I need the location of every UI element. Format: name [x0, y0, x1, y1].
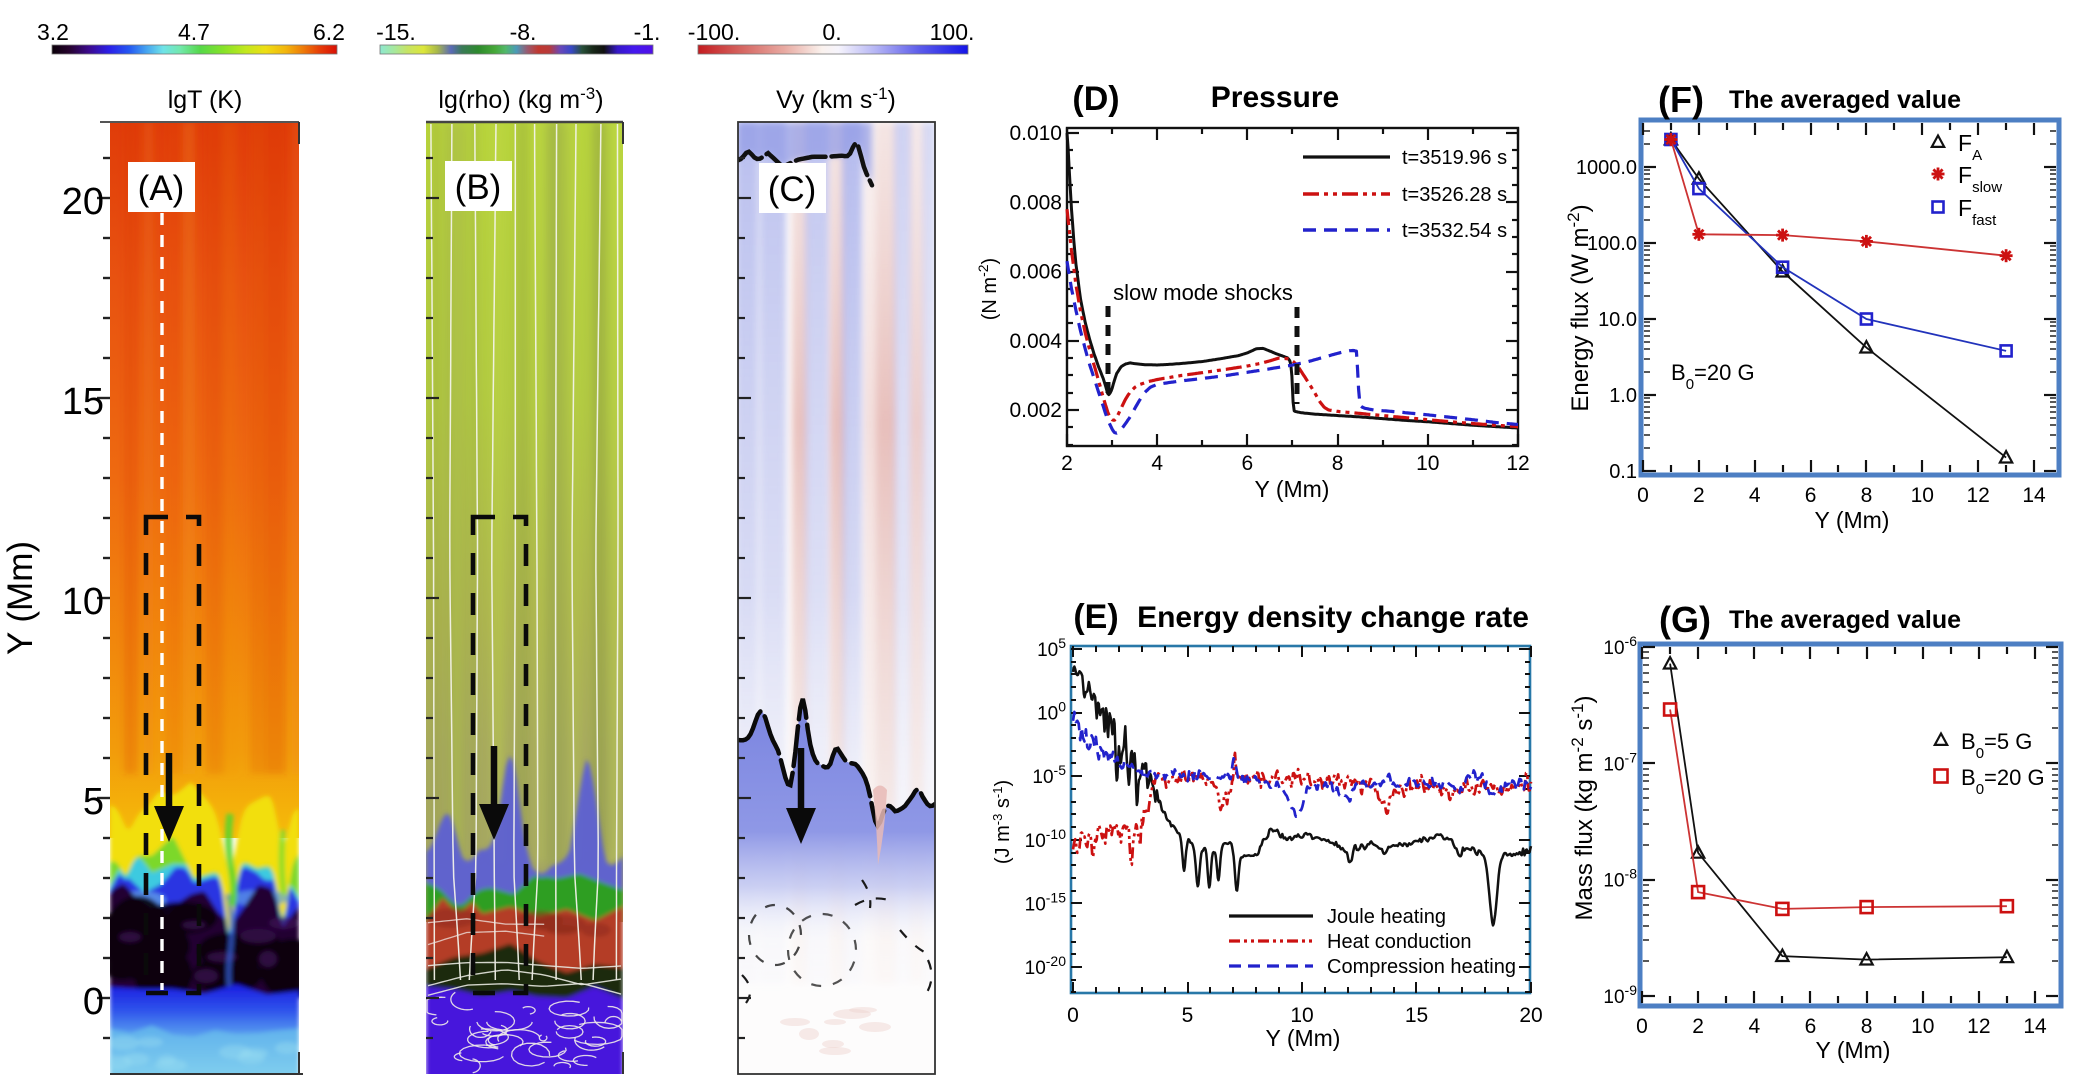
svg-text:Mass flux (kg m-2 s-1): Mass flux (kg m-2 s-1)	[1568, 696, 1599, 921]
svg-text:0.006: 0.006	[1009, 261, 1062, 284]
svg-text:6: 6	[1805, 484, 1817, 507]
svg-text:105: 105	[1037, 635, 1066, 661]
svg-text:slow mode shocks: slow mode shocks	[1113, 280, 1293, 305]
svg-text:0.008: 0.008	[1009, 191, 1062, 214]
svg-text:100.0: 100.0	[1587, 233, 1637, 255]
svg-text:8: 8	[1861, 484, 1873, 507]
svg-text:10.0: 10.0	[1598, 309, 1637, 331]
svg-text:10-5: 10-5	[1032, 762, 1066, 788]
svg-text:6: 6	[1805, 1015, 1817, 1038]
svg-text:-15.: -15.	[376, 19, 416, 45]
svg-text:(G): (G)	[1659, 599, 1711, 640]
svg-text:(E): (E)	[1073, 598, 1118, 636]
svg-text:0.: 0.	[822, 19, 841, 45]
svg-text:10-7: 10-7	[1603, 749, 1637, 775]
svg-text:0: 0	[1637, 484, 1649, 507]
svg-text:12: 12	[1506, 452, 1529, 475]
svg-text:4: 4	[1151, 452, 1163, 475]
svg-text:10: 10	[1290, 1004, 1313, 1027]
svg-text:Y (Mm): Y (Mm)	[1815, 507, 1890, 533]
svg-text:100.: 100.	[930, 19, 975, 45]
svg-text:10-9: 10-9	[1603, 982, 1637, 1008]
svg-text:Y (Mm): Y (Mm)	[1816, 1037, 1891, 1063]
svg-text:1.0: 1.0	[1609, 385, 1637, 407]
svg-text:15: 15	[1405, 1004, 1428, 1027]
svg-text:lgT (K): lgT (K)	[168, 86, 243, 114]
svg-text:2: 2	[1061, 452, 1073, 475]
svg-text:14: 14	[2022, 484, 2046, 507]
svg-text:2: 2	[1693, 484, 1705, 507]
svg-text:4.7: 4.7	[178, 19, 210, 45]
svg-text:5: 5	[1182, 1004, 1194, 1027]
svg-text:10: 10	[62, 581, 104, 623]
svg-text:-1.: -1.	[634, 19, 661, 45]
svg-text:5: 5	[83, 781, 104, 823]
svg-text:12: 12	[1967, 1015, 1990, 1038]
svg-text:(B): (B)	[455, 168, 502, 207]
svg-text:14: 14	[2023, 1015, 2047, 1038]
svg-text:-100.: -100.	[688, 19, 740, 45]
svg-text:15: 15	[62, 381, 104, 423]
svg-text:t=3526.28 s: t=3526.28 s	[1402, 184, 1507, 206]
svg-text:Compression heating: Compression heating	[1327, 956, 1516, 978]
svg-text:(C): (C)	[768, 170, 817, 209]
svg-text:10-15: 10-15	[1025, 889, 1067, 915]
svg-text:Y (Mm): Y (Mm)	[1266, 1025, 1341, 1051]
svg-text:6.2: 6.2	[313, 19, 345, 45]
svg-text:0: 0	[83, 981, 104, 1023]
svg-text:Joule heating: Joule heating	[1327, 906, 1446, 928]
svg-text:8: 8	[1332, 452, 1344, 475]
svg-text:8: 8	[1861, 1015, 1873, 1038]
svg-text:10: 10	[1416, 452, 1439, 475]
svg-text:(D): (D)	[1072, 80, 1119, 118]
svg-text:0.1: 0.1	[1609, 461, 1637, 483]
svg-text:Y (Mm): Y (Mm)	[1255, 476, 1330, 502]
svg-text:0: 0	[1636, 1015, 1648, 1038]
svg-text:10: 10	[1911, 484, 1934, 507]
svg-text:12: 12	[1966, 484, 1989, 507]
svg-text:2: 2	[1692, 1015, 1704, 1038]
svg-text:0.002: 0.002	[1009, 399, 1062, 422]
svg-text:3.2: 3.2	[37, 19, 69, 45]
svg-text:Energy density change rate: Energy density change rate	[1137, 601, 1529, 634]
svg-text:10-8: 10-8	[1603, 866, 1637, 892]
svg-text:1000.0: 1000.0	[1576, 157, 1637, 179]
svg-text:0: 0	[1067, 1004, 1079, 1027]
svg-text:0.010: 0.010	[1009, 122, 1062, 145]
svg-text:20: 20	[62, 181, 104, 223]
svg-text:4: 4	[1749, 484, 1761, 507]
svg-text:10: 10	[1911, 1015, 1934, 1038]
svg-text:-8.: -8.	[510, 19, 537, 45]
svg-text:The averaged value: The averaged value	[1729, 86, 1961, 114]
svg-text:(N m-2): (N m-2)	[975, 258, 1001, 320]
svg-text:The averaged value: The averaged value	[1729, 606, 1961, 634]
svg-text:10-10: 10-10	[1025, 826, 1067, 852]
svg-text:100: 100	[1037, 699, 1066, 725]
svg-text:10-20: 10-20	[1025, 953, 1067, 979]
svg-text:t=3519.96 s: t=3519.96 s	[1402, 147, 1507, 169]
svg-text:Heat conduction: Heat conduction	[1327, 931, 1472, 953]
svg-text:6: 6	[1242, 452, 1254, 475]
svg-text:(J m-3 s-1): (J m-3 s-1)	[990, 780, 1015, 864]
svg-text:Pressure: Pressure	[1211, 81, 1339, 114]
svg-text:(F): (F)	[1658, 79, 1704, 120]
svg-text:Energy flux (W m-2): Energy flux (W m-2)	[1564, 204, 1595, 411]
svg-text:Vy (km s-1): Vy (km s-1)	[776, 84, 896, 115]
svg-text:20: 20	[1519, 1004, 1542, 1027]
svg-text:0.004: 0.004	[1009, 330, 1062, 353]
svg-text:lg(rho) (kg m-3): lg(rho) (kg m-3)	[438, 84, 603, 115]
svg-text:(A): (A)	[138, 169, 185, 208]
svg-text:t=3532.54 s: t=3532.54 s	[1402, 220, 1507, 242]
svg-text:10-6: 10-6	[1603, 633, 1637, 659]
svg-text:4: 4	[1748, 1015, 1760, 1038]
svg-text:Y (Mm): Y (Mm)	[1, 541, 40, 655]
